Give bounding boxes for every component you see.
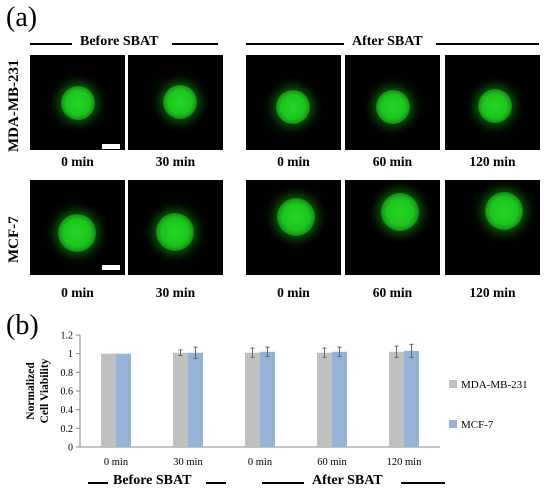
bars: [101, 343, 419, 447]
y-tick-label: 0.2: [61, 424, 74, 435]
after-sbat-rule-left-b: [262, 482, 304, 484]
row-label-mda-mb-231: MDA-MB-231: [6, 59, 22, 152]
time-label: 120 min: [469, 154, 516, 169]
fluorescent-cell: [277, 198, 315, 236]
fluorescent-cell: [61, 86, 95, 120]
time-label: 60 min: [372, 285, 413, 300]
y-axis-label-line-2: Cell Viability: [39, 358, 51, 423]
bar: [332, 351, 347, 447]
before-sbat-heading: Before SBAT: [80, 34, 159, 49]
before-sbat-heading-b: Before SBAT: [113, 473, 192, 488]
y-tick-label: 1.2: [61, 331, 74, 342]
scale-bar: [102, 265, 120, 270]
bar: [101, 353, 116, 447]
x-tick-label: 0 min: [104, 457, 129, 468]
bar: [188, 352, 203, 447]
time-label: 120 min: [469, 285, 516, 300]
panel-a-label: (a): [6, 2, 38, 33]
time-label: 30 min: [155, 285, 196, 300]
y-axis-label: Normalized Cell Viability: [25, 358, 51, 423]
micrograph-mda-after-0min: [246, 55, 341, 150]
bar: [404, 350, 419, 447]
x-tick-label: 30 min: [173, 457, 203, 468]
x-tick-labels: 0 min 30 min 0 min 60 min 120 min: [104, 457, 422, 468]
fluorescent-cell: [381, 193, 419, 231]
before-sbat-rule-right: [172, 43, 218, 45]
micrograph-mcf7-after-120min: [445, 180, 540, 275]
viability-bar-chart: Normalized Cell Viability 0 0.2 0.4 0.6 0.8 1 1…: [25, 331, 528, 469]
legend-swatch: [449, 380, 457, 388]
x-tick-label: 120 min: [387, 457, 422, 468]
y-tick-label: 0: [68, 443, 73, 454]
x-tick-label: 0 min: [248, 457, 273, 468]
bar: [260, 351, 275, 447]
y-tick-label: 0.8: [61, 368, 74, 379]
micrograph-mda-before-0min: [30, 55, 125, 150]
fluorescent-cell: [156, 213, 194, 251]
panel-b-label: (b): [6, 310, 39, 341]
y-axis-label-line-1: Normalized: [25, 362, 37, 420]
before-sbat-rule-right-b: [206, 482, 226, 484]
before-sbat-rule-left: [30, 43, 72, 45]
legend-swatch: [449, 420, 457, 428]
row-label-mcf-7: MCF-7: [6, 216, 22, 263]
micrograph-mcf7-before-0min: [30, 180, 125, 275]
time-label: 0 min: [277, 285, 310, 300]
micrograph-mcf7-after-0min: [246, 180, 341, 275]
bar: [389, 351, 404, 447]
y-tick-label: 0.6: [61, 387, 74, 398]
fluorescent-cell: [376, 90, 410, 124]
time-label: 0 min: [61, 154, 94, 169]
after-sbat-rule-right: [436, 43, 539, 45]
scale-bar: [102, 144, 120, 149]
fluorescent-cell: [478, 89, 512, 123]
micrograph-mda-after-120min: [445, 55, 540, 150]
fluorescent-cell: [163, 85, 197, 119]
y-tick-label: 0.4: [61, 405, 74, 416]
micrograph-mcf7-after-60min: [345, 180, 440, 275]
bar: [173, 352, 188, 447]
y-ticks: 0 0.2 0.4 0.6 0.8 1 1.2: [61, 331, 80, 454]
legend-label: MCF-7: [461, 419, 494, 431]
micrograph-mda-before-30min: [128, 55, 223, 150]
micrograph-mda-after-60min: [345, 55, 440, 150]
time-label: 30 min: [155, 154, 196, 169]
fluorescent-cell: [276, 90, 310, 124]
time-label: 0 min: [61, 285, 94, 300]
bar: [317, 352, 332, 447]
after-sbat-rule-left: [246, 43, 344, 45]
after-sbat-heading-b: After SBAT: [312, 473, 383, 488]
micrograph-mcf7-before-30min: [128, 180, 223, 275]
bar: [116, 353, 131, 447]
fluorescent-cell: [58, 214, 96, 252]
time-label: 60 min: [372, 154, 413, 169]
bar: [245, 352, 260, 447]
after-sbat-heading: After SBAT: [352, 34, 423, 49]
after-sbat-rule-right-b: [401, 482, 445, 484]
legend: MDA-MB-231 MCF-7: [449, 379, 528, 431]
legend-label: MDA-MB-231: [461, 379, 528, 391]
time-label: 0 min: [277, 154, 310, 169]
x-tick-label: 60 min: [317, 457, 347, 468]
y-axis-label-group: Normalized Cell Viability: [25, 358, 51, 423]
y-tick-label: 1: [68, 349, 73, 360]
fluorescent-cell: [485, 192, 523, 230]
before-sbat-rule-left-b: [88, 482, 108, 484]
